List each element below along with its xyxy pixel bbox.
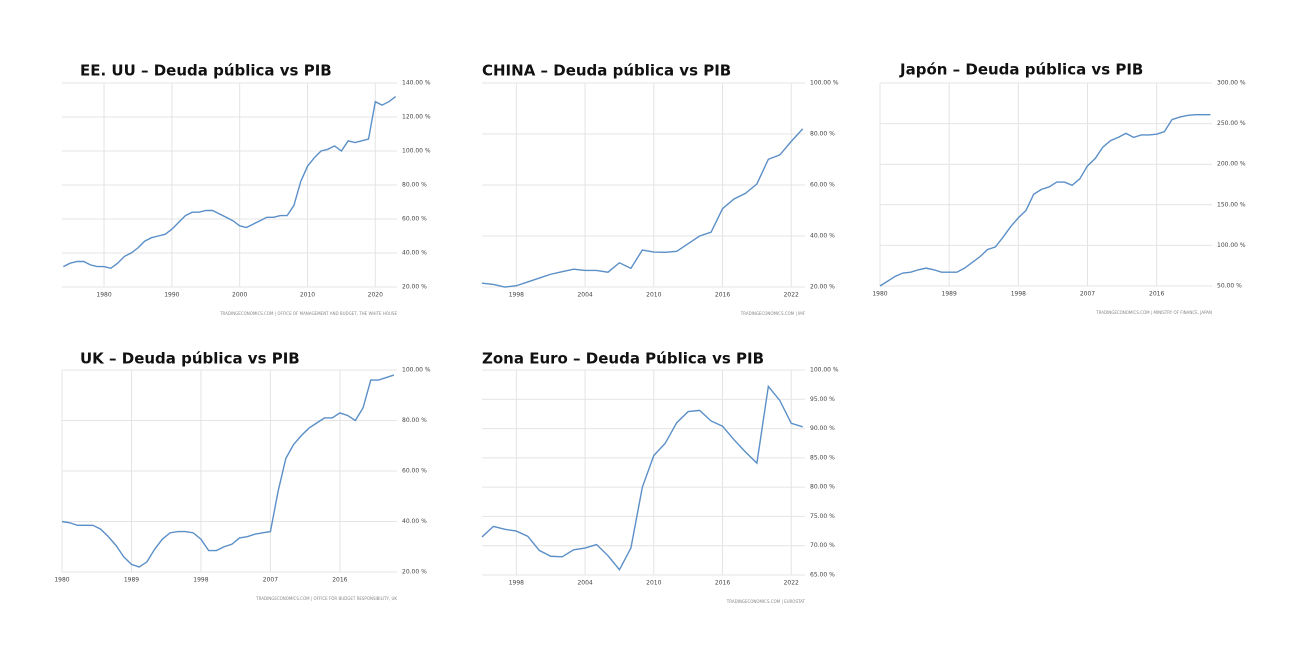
x-tick-label: 2004 — [577, 292, 592, 299]
y-tick-label: 100.00 % — [402, 367, 431, 374]
x-tick-label: 1998 — [193, 577, 208, 584]
x-tick-label: 1980 — [872, 291, 887, 298]
x-tick-label: 1998 — [1011, 291, 1026, 298]
x-tick-label: 2020 — [368, 292, 383, 299]
source-note: TRADINGECONOMICS.COM | IMF — [740, 311, 806, 316]
x-tick-label: 1989 — [942, 291, 957, 298]
y-tick-label: 40.00 % — [402, 250, 427, 257]
data-line — [481, 384, 803, 571]
y-tick-label: 80.00 % — [402, 417, 427, 424]
x-tick-label: 2022 — [784, 292, 799, 299]
x-tick-label: 1980 — [96, 292, 111, 299]
y-tick-label: 140.00 % — [402, 80, 431, 87]
x-tick-label: 2010 — [646, 292, 661, 299]
x-tick-label: 1989 — [124, 577, 139, 584]
y-tick-label: 40.00 % — [402, 518, 427, 525]
chart-title: Zona Euro – Deuda Pública vs PIB — [482, 350, 764, 368]
y-tick-label: 100.00 % — [402, 148, 431, 155]
y-tick-label: 60.00 % — [810, 182, 835, 189]
y-tick-label: 100.00 % — [810, 367, 839, 374]
source-note: TRADINGECONOMICS.COM | MINISTRY OF FINAN… — [1095, 310, 1212, 315]
x-tick-label: 1998 — [509, 292, 524, 299]
y-tick-label: 85.00 % — [810, 454, 835, 461]
y-tick-label: 75.00 % — [810, 513, 835, 520]
x-tick-label: 2016 — [1149, 291, 1164, 298]
x-tick-label: 2010 — [646, 580, 661, 587]
x-tick-label: 2016 — [332, 577, 347, 584]
chart-title: UK – Deuda pública vs PIB — [80, 350, 300, 368]
y-tick-label: 80.00 % — [810, 131, 835, 138]
y-tick-label: 60.00 % — [402, 468, 427, 475]
y-tick-label: 20.00 % — [810, 284, 835, 291]
y-tick-label: 250.00 % — [1217, 120, 1246, 127]
source-note: TRADINGECONOMICS.COM | OFFICE FOR BUDGET… — [255, 596, 397, 601]
chart-title: Japón – Deuda pública vs PIB — [899, 61, 1143, 79]
x-tick-label: 2007 — [263, 577, 278, 584]
data-line — [879, 113, 1211, 287]
data-line — [63, 96, 397, 270]
y-tick-label: 100.00 % — [1217, 242, 1246, 249]
y-tick-label: 50.00 % — [1217, 283, 1242, 290]
x-tick-label: 2016 — [715, 580, 730, 587]
y-tick-label: 70.00 % — [810, 542, 835, 549]
source-note: TRADINGECONOMICS.COM | EUROSTAT — [726, 599, 806, 604]
y-tick-label: 120.00 % — [402, 114, 431, 121]
x-tick-label: 2000 — [232, 292, 247, 299]
x-tick-label: 1998 — [509, 580, 524, 587]
x-tick-label: 2016 — [715, 292, 730, 299]
y-tick-label: 150.00 % — [1217, 201, 1246, 208]
x-tick-label: 1980 — [54, 577, 69, 584]
x-tick-label: 2022 — [784, 580, 799, 587]
chart-title: CHINA – Deuda pública vs PIB — [482, 62, 731, 80]
x-tick-label: 2004 — [577, 580, 592, 587]
data-line — [61, 374, 395, 568]
y-tick-label: 90.00 % — [810, 425, 835, 432]
x-tick-label: 1990 — [164, 292, 179, 299]
x-tick-label: 2007 — [1080, 291, 1095, 298]
x-tick-label: 2010 — [300, 292, 315, 299]
source-note: TRADINGECONOMICS.COM | OFFICE OF MANAGEM… — [219, 311, 397, 316]
y-tick-label: 65.00 % — [810, 572, 835, 579]
y-tick-label: 80.00 % — [402, 182, 427, 189]
chart-title: EE. UU – Deuda pública vs PIB — [80, 62, 332, 80]
y-tick-label: 60.00 % — [402, 216, 427, 223]
y-tick-label: 40.00 % — [810, 233, 835, 240]
y-tick-label: 95.00 % — [810, 396, 835, 403]
y-tick-label: 80.00 % — [810, 484, 835, 491]
y-tick-label: 200.00 % — [1217, 161, 1246, 168]
y-tick-label: 20.00 % — [402, 569, 427, 576]
data-line — [481, 128, 804, 288]
y-tick-label: 20.00 % — [402, 284, 427, 291]
y-tick-label: 300.00 % — [1217, 80, 1246, 87]
y-tick-label: 100.00 % — [810, 80, 839, 87]
